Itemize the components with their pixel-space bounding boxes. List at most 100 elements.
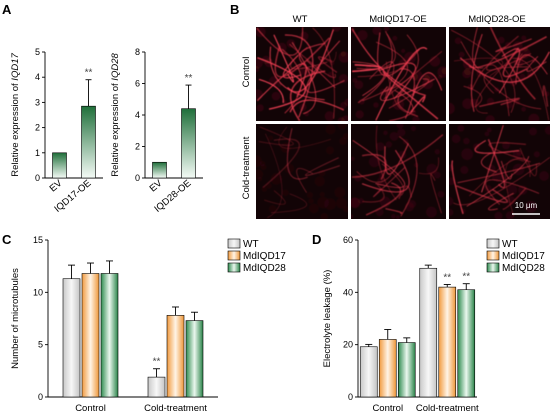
microtubule-filament (289, 99, 345, 113)
microtubule-filament (378, 62, 417, 99)
microtubule-filaments (256, 124, 348, 219)
category-label: Cold-treatment (416, 403, 479, 414)
fluorescence-speckle (383, 130, 388, 136)
y-tick-label: 2 (35, 123, 40, 133)
fluorescence-speckle (306, 192, 314, 199)
bar-mdiqd28-control (397, 342, 416, 398)
microtubule-filament (516, 53, 534, 66)
fluorescence-speckle (271, 91, 281, 101)
microtubule-filament (382, 70, 439, 120)
fluorescence-speckle (505, 211, 514, 219)
microtubule-filament (365, 182, 402, 216)
fluorescence-speckle (395, 215, 400, 219)
microtubule-filaments (351, 27, 446, 121)
fluorescence-speckle (401, 48, 406, 53)
fluorescence-speckle (385, 141, 393, 148)
category-label: Control (372, 403, 403, 414)
microtubule-filament (384, 34, 419, 92)
fluorescence-speckle (357, 29, 368, 41)
fluorescence-speckle (484, 131, 490, 137)
microtubule-filament (325, 51, 337, 63)
category-label: EV (48, 177, 65, 194)
significance-marker: ** (185, 73, 193, 84)
fluorescence-speckle (383, 27, 390, 32)
microtubule-filament (410, 95, 426, 113)
microtubule-filament (362, 184, 385, 203)
y-tick-label: 0 (38, 392, 43, 402)
microtubule-filaments (449, 27, 550, 121)
fluorescence-speckle (521, 35, 527, 41)
fluorescence-speckle (408, 199, 417, 208)
y-axis-label-gene: IQD28 (110, 53, 121, 81)
microtubule-filament (515, 54, 548, 85)
microtubule-filament (256, 27, 304, 56)
microtubule-filament (291, 42, 317, 115)
microtubule-filament (397, 88, 419, 117)
bar-iqd28-oe (181, 108, 196, 179)
significance-marker: ** (462, 272, 470, 283)
microtubule-filament (470, 33, 483, 112)
microtubule-filament (305, 40, 345, 93)
fluorescence-speckle (342, 133, 348, 140)
fluorescence-speckle (533, 151, 540, 158)
fluorescence-speckle (516, 150, 522, 156)
bar-wt-control (62, 278, 81, 398)
fluorescence-speckle (451, 134, 461, 144)
microtubule-filament (481, 152, 497, 173)
fluorescence-speckle (462, 69, 472, 79)
fluorescence-speckle (397, 128, 406, 137)
microtubule-filament (306, 60, 336, 88)
microtubule-filament (483, 66, 529, 94)
fluorescence-speckle (268, 76, 279, 86)
bar-mdiqd17-control (81, 273, 100, 398)
fluorescence-speckle (358, 197, 364, 204)
significance-marker: ** (153, 357, 161, 368)
y-tick-label: 5 (35, 47, 40, 57)
legend-label: MdIQD17 (243, 251, 286, 262)
bar-mdiqd28-cold (457, 289, 476, 398)
fluorescence-speckle (343, 206, 348, 213)
fluorescence-speckle (372, 27, 382, 36)
microtubule-filament (542, 85, 549, 107)
fluorescence-speckle (352, 77, 358, 83)
fluorescence-speckle (449, 196, 454, 206)
legend-label: MdIQD28 (502, 263, 545, 274)
fluorescence-speckle (331, 27, 342, 32)
fluorescence-speckle (528, 127, 538, 136)
bar-mdiqd28-control (100, 273, 119, 398)
microtubule-filament (264, 190, 286, 205)
chart-a-iqd17: 0 1 2 3 4 5 Relative expression of IQD17 EV ** IQ… (10, 47, 103, 215)
fluorescence-speckle (391, 213, 396, 219)
microtubule-filament (352, 140, 406, 188)
fluorescence-speckle (539, 171, 550, 181)
legend-swatch-mdiqd28 (227, 262, 241, 273)
y-tick-label: 40 (343, 287, 353, 297)
bar-ev (52, 152, 67, 179)
panel-label-d: D (312, 232, 321, 247)
fluorescence-speckle (458, 51, 465, 58)
fluorescence-speckle (521, 106, 527, 112)
fluorescence-speckle (337, 124, 347, 130)
microtubule-filament (274, 37, 330, 78)
fluorescence-speckle (463, 137, 470, 145)
legend-swatch-mdiqd17 (486, 250, 500, 261)
significance-marker: ** (443, 272, 451, 283)
microtubule-filament (375, 125, 397, 201)
row-label-control: Control (241, 57, 252, 88)
fluorescence-speckle (433, 171, 441, 179)
microtubule-filament (271, 193, 307, 214)
fluorescence-speckle (460, 165, 469, 175)
fluorescence-speckle (485, 115, 495, 121)
fluorescence-speckle (457, 124, 465, 132)
microtubule-filament (304, 157, 341, 176)
fluorescence-speckle (351, 197, 361, 208)
legend-swatch-wt (227, 238, 241, 249)
chart-d-electrolyte-leakage: 0 20 40 60 Electrolyte leakage (%) Control ** *… (322, 235, 545, 414)
category-label: Cold-treatment (144, 403, 207, 414)
microtubule-filament (488, 192, 514, 211)
bar-mdiqd17-cold (166, 315, 185, 398)
fluorescence-speckle (434, 149, 441, 155)
fluorescence-speckle (494, 211, 503, 219)
y-tick-label: 4 (135, 110, 140, 120)
bar-mdiqd28-cold (185, 320, 204, 398)
